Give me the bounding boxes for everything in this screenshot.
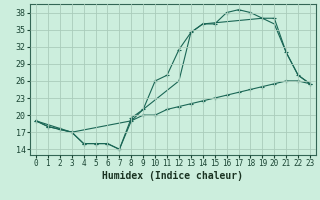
X-axis label: Humidex (Indice chaleur): Humidex (Indice chaleur) xyxy=(102,171,244,181)
